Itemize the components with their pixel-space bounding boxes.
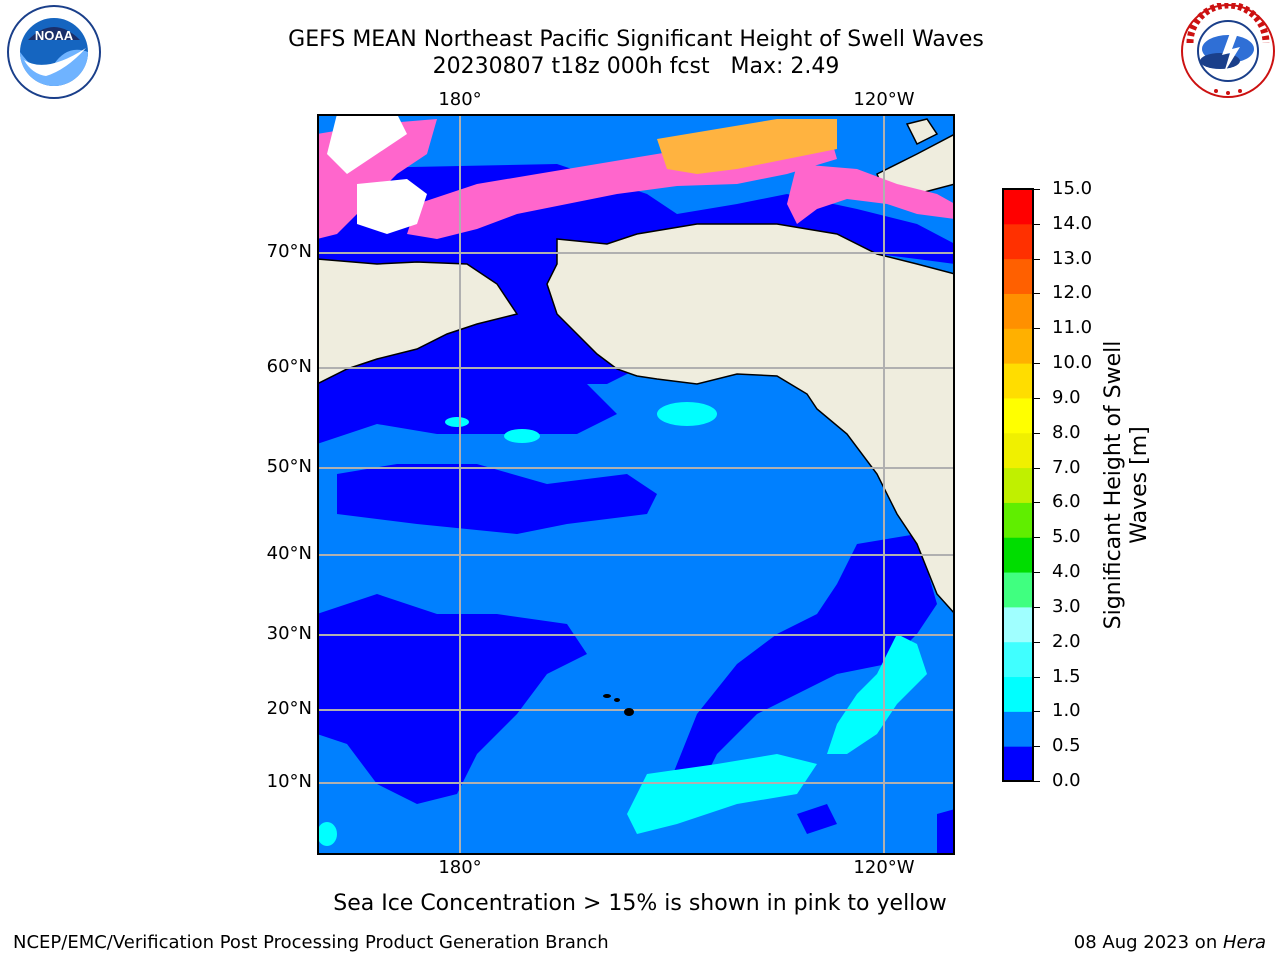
colorbar-tick-mark <box>1034 572 1040 574</box>
colorbar-tick-mark <box>1034 189 1040 190</box>
colorbar-tick-label: 12.0 <box>1052 282 1093 304</box>
colorbar-swatch <box>1003 467 1033 503</box>
colorbar-tick-mark <box>1034 606 1040 608</box>
colorbar-swatch <box>1003 189 1033 225</box>
colorbar-swatch <box>1003 258 1033 294</box>
swell-height-map <box>317 114 955 855</box>
colorbar-tick-mark <box>1034 467 1040 469</box>
colorbar-swatch <box>1003 711 1033 747</box>
lat-label-40n: 40°N <box>266 543 312 564</box>
colorbar <box>1002 188 1034 782</box>
noaa-logo: NOAA <box>6 4 102 104</box>
lat-label-60n: 60°N <box>266 356 312 377</box>
colorbar-tick-mark <box>1034 397 1040 399</box>
lon-label-bottom-180: 180° <box>438 857 482 878</box>
colorbar-title: Significant Height of Swell Waves [m] <box>1101 340 1152 630</box>
colorbar-tick-label: 1.0 <box>1052 700 1081 722</box>
colorbar-tick-mark <box>1034 641 1040 643</box>
colorbar-tick-label: 4.0 <box>1052 561 1081 583</box>
lat-label-20n: 20°N <box>266 698 312 719</box>
sea-ice-note: Sea Ice Concentration > 15% is shown in … <box>333 891 947 916</box>
colorbar-tick-mark <box>1034 711 1040 713</box>
colorbar-swatch <box>1003 502 1033 538</box>
footer-branch: NCEP/EMC/Verification Post Processing Pr… <box>13 932 609 953</box>
colorbar-tick-label: 10.0 <box>1052 352 1093 374</box>
colorbar-tick-mark <box>1034 537 1040 539</box>
colorbar-tick-label: 3.0 <box>1052 595 1081 617</box>
colorbar-tick-label: 0.5 <box>1052 735 1081 757</box>
colorbar-tick-label: 14.0 <box>1052 212 1093 234</box>
colorbar-tick-mark <box>1034 223 1040 225</box>
colorbar-tick-mark <box>1034 502 1040 504</box>
colorbar-swatch <box>1003 223 1033 260</box>
nws-logo <box>1180 1 1276 103</box>
colorbar-tick-label: 15.0 <box>1052 178 1093 199</box>
north-america-landmass <box>546 223 955 616</box>
colorbar-swatch <box>1003 676 1033 712</box>
colorbar-tick-label: 7.0 <box>1052 456 1081 478</box>
colorbar-swatch <box>1003 746 1033 782</box>
graticule <box>317 114 955 855</box>
colorbar-swatch <box>1003 363 1033 399</box>
sea-ice-east <box>787 164 955 224</box>
footer-date: 08 Aug 2023 on Hera <box>1073 932 1266 953</box>
colorbar-tick-label: 8.0 <box>1052 421 1081 443</box>
lat-label-70n: 70°N <box>266 241 312 262</box>
hawaii-islands <box>603 694 634 716</box>
lat-label-30n: 30°N <box>266 623 312 644</box>
colorbar-swatch <box>1003 572 1033 608</box>
moderate-swell-regions <box>317 402 927 846</box>
no-data-patch-2 <box>357 179 427 234</box>
colorbar-tick-mark <box>1034 432 1040 434</box>
map-frame <box>317 114 955 855</box>
colorbar-tick-label: 11.0 <box>1052 317 1093 339</box>
colorbar-tick-mark <box>1034 293 1040 295</box>
lon-label-top-120w: 120°W <box>853 89 915 110</box>
colorbar-swatch <box>1003 641 1033 678</box>
lat-label-50n: 50°N <box>266 456 312 477</box>
colorbar-tick-label: 5.0 <box>1052 526 1081 548</box>
colorbar-swatch <box>1003 397 1033 434</box>
colorbar-tick-label: 2.0 <box>1052 630 1081 652</box>
colorbar-tick-mark <box>1034 363 1040 365</box>
lat-label-10n: 10°N <box>266 771 312 792</box>
colorbar-swatch <box>1003 293 1033 329</box>
map-title: GEFS MEAN Northeast Pacific Significant … <box>288 27 984 52</box>
colorbar-tick-label: 0.0 <box>1052 770 1081 791</box>
colorbar-swatch <box>1003 606 1033 643</box>
colorbar-tick-mark <box>1034 676 1040 678</box>
colorbar-tick-mark <box>1034 328 1040 330</box>
colorbar-tick-mark <box>1034 781 1040 782</box>
colorbar-tick-label: 9.0 <box>1052 386 1081 408</box>
sea-ice-thick <box>657 119 837 174</box>
map-subtitle: 20230807 t18z 000h fcst Max: 2.49 <box>432 54 840 79</box>
arctic-island-small <box>905 118 939 146</box>
colorbar-tick-label: 6.0 <box>1052 491 1081 513</box>
colorbar-swatch <box>1003 432 1033 469</box>
sea-ice-band <box>317 114 955 239</box>
lon-label-top-180: 180° <box>438 89 482 110</box>
colorbar-swatch <box>1003 537 1033 573</box>
no-data-patch-1 <box>327 114 407 174</box>
colorbar-swatch <box>1003 328 1033 364</box>
colorbar-tick-mark <box>1034 258 1040 260</box>
colorbar-tick-label: 1.5 <box>1052 665 1081 687</box>
noaa-wordmark: NOAA <box>35 28 74 43</box>
colorbar-tick-mark <box>1034 746 1040 748</box>
colorbar-tick-label: 13.0 <box>1052 247 1093 269</box>
lon-label-bottom-120w: 120°W <box>853 857 915 878</box>
